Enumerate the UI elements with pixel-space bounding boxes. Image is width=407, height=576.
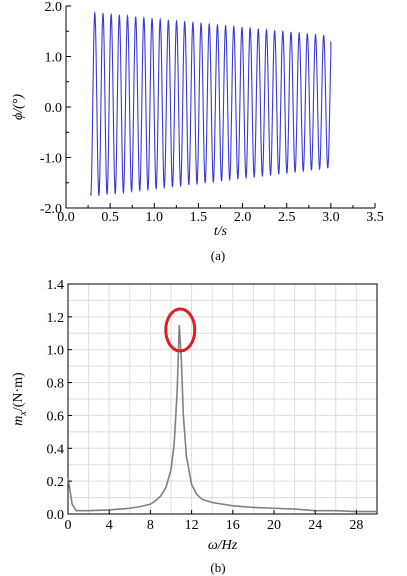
chart-b-y-tick-label: 0.8 <box>47 377 65 392</box>
chart-b-y-tick-label: 0.6 <box>47 409 65 424</box>
chart-b-y-tick-label: 0.2 <box>47 475 65 490</box>
chart-a-y-axis-label: ϕ/(°) <box>11 94 26 120</box>
chart-b-x-tick-label: 12 <box>185 518 199 533</box>
chart-b-y-label-unit: /(N·m) <box>11 372 26 411</box>
chart-b-x-tick-label: 4 <box>106 518 113 533</box>
chart-a-x-tick-label: 2.0 <box>234 210 252 225</box>
chart-a: 0.0 0.5 1.0 1.5 2.0 2.5 3.0 3.5-2.0-1.00.01.02.… <box>11 0 384 263</box>
chart-b-x-tick-label: 28 <box>349 518 363 533</box>
chart-a-y-tick-label: 0.0 <box>45 101 63 116</box>
chart-a-y-tick-label: 1.0 <box>45 51 63 66</box>
chart-b-y-tick-label: 0.0 <box>47 508 65 523</box>
chart-b-x-tick-label: 24 <box>308 518 322 533</box>
chart-b: 0 4 8 12 16 20 24 28 0.0 0.2 0.4 0.6 0.8 1.0 1.2 1.4 ω/… <box>11 278 377 575</box>
chart-b-x-tick-label: 8 <box>147 518 154 533</box>
chart-b-y-tick-label: 0.4 <box>47 442 65 457</box>
chart-b-y-axis-label: mx/(N·m) <box>11 372 29 426</box>
chart-b-y-label-main: m <box>11 416 26 426</box>
chart-a-caption: (a) <box>211 248 225 263</box>
chart-b-y-tick-label: 1.0 <box>47 344 65 359</box>
chart-b-series-line <box>68 325 377 511</box>
chart-a-x-tick-label: 1.5 <box>190 210 208 225</box>
chart-a-x-tick-label: 3.0 <box>322 210 340 225</box>
chart-a-x-tick-label: 1.0 <box>146 210 164 225</box>
chart-a-y-tick-label: -1.0 <box>40 152 62 167</box>
chart-b-ticks: 0 4 8 12 16 20 24 28 0.0 0.2 0.4 0.6 0.8 1.0 1.2 1.4 <box>47 278 364 533</box>
chart-b-x-tick-label: 20 <box>267 518 281 533</box>
chart-b-grid <box>68 284 377 514</box>
chart-b-y-tick-label: 1.4 <box>47 278 65 293</box>
chart-a-x-tick-label: 3.5 <box>366 210 384 225</box>
chart-a-plot-area <box>66 6 375 208</box>
chart-a-y-tick-label: 2.0 <box>45 0 63 15</box>
chart-b-x-tick-label: 0 <box>65 518 72 533</box>
chart-a-x-tick-label: 2.5 <box>278 210 296 225</box>
chart-a-y-tick-label: -2.0 <box>40 202 62 217</box>
chart-b-y-tick-label: 1.2 <box>47 311 65 326</box>
chart-b-caption: (b) <box>210 560 225 575</box>
chart-b-x-axis-label: ω/Hz <box>208 538 238 553</box>
chart-b-x-tick-label: 16 <box>226 518 240 533</box>
chart-a-x-tick-label: 0.5 <box>101 210 119 225</box>
chart-a-series-line <box>91 13 331 196</box>
chart-a-x-axis-label: t/s <box>214 224 228 239</box>
